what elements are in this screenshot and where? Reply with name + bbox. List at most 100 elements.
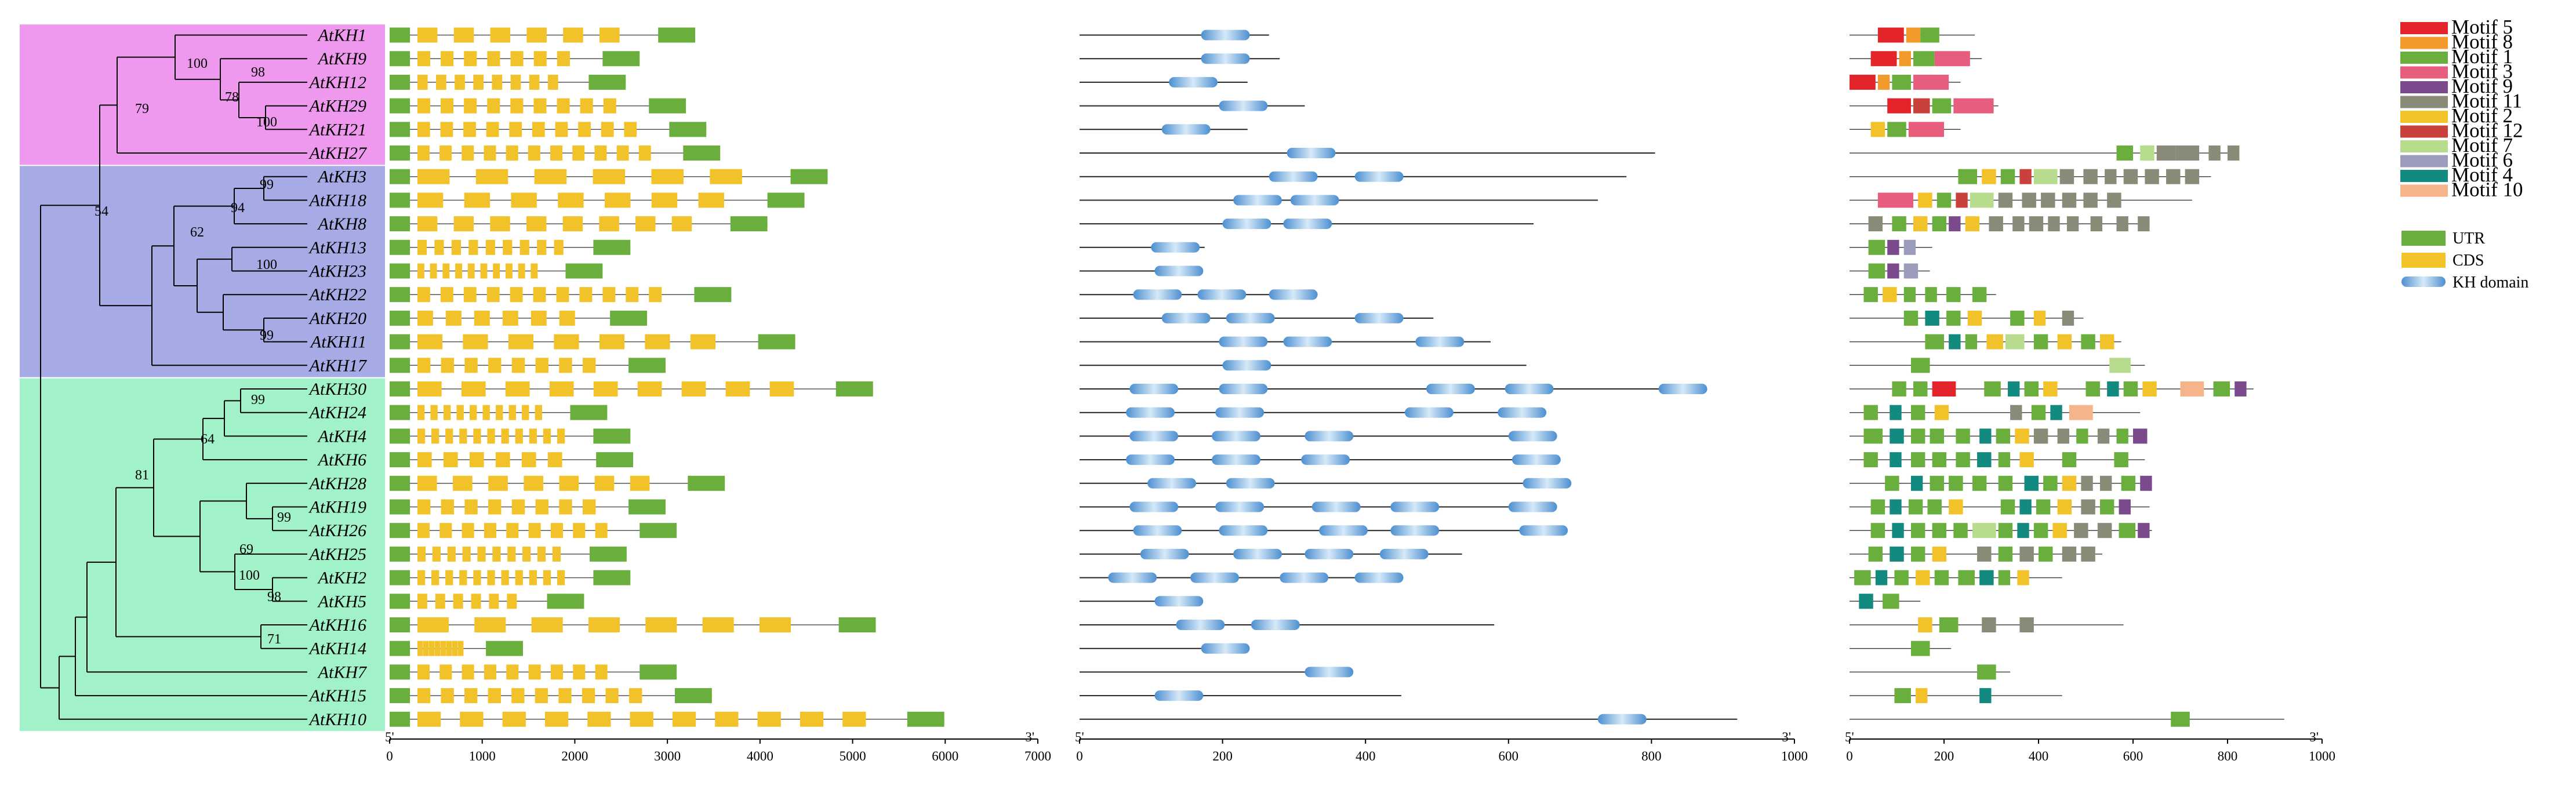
cds-exon (526, 216, 547, 232)
kh-domain (1140, 548, 1189, 559)
utr-5 (390, 310, 410, 326)
cds-exon (638, 145, 651, 161)
bootstrap-value: 69 (239, 542, 253, 557)
motif-m1 (2033, 523, 2048, 538)
cds-exon (474, 310, 490, 326)
kh-domain (1390, 525, 1440, 536)
motif-m1 (2031, 405, 2046, 420)
kh-domain (1283, 219, 1332, 230)
cds-exon (477, 546, 486, 562)
cds-exon (559, 358, 572, 373)
motif-m11 (2019, 617, 2034, 632)
cds-exon (441, 499, 455, 515)
motif-m1 (2081, 334, 2095, 350)
motif-m11 (2105, 169, 2117, 184)
motif-m1 (1946, 310, 1961, 326)
motif-m1 (1977, 664, 1996, 680)
motif-m1 (1972, 287, 1987, 303)
cds-exon (467, 263, 475, 279)
cds-exon (417, 617, 449, 632)
cds-exon (473, 74, 484, 90)
motif-m1 (1925, 334, 1944, 350)
gene-structure-tick-label: 0 (386, 749, 393, 763)
motif-m1 (1936, 192, 1952, 208)
cds-exon (432, 546, 441, 562)
cds-exon (469, 405, 477, 420)
motif-m1 (1913, 381, 1928, 396)
motif-m11 (2074, 523, 2088, 538)
cds-exon (469, 452, 484, 468)
utr-3 (835, 381, 873, 396)
kh-domain (1287, 148, 1336, 158)
motif-m9 (2140, 475, 2152, 491)
utr-3 (602, 51, 640, 67)
gene-label-AtKH25: AtKH25 (308, 545, 366, 564)
kh-domain (1215, 407, 1265, 418)
motif-m1 (2024, 381, 2039, 396)
bootstrap-value: 98 (251, 65, 265, 80)
motif-m11 (2123, 169, 2138, 184)
utr-3 (658, 27, 696, 43)
gene-structure-tick-label: 5000 (840, 749, 866, 763)
motif-m1 (1894, 570, 1909, 585)
cds-exon (637, 381, 662, 396)
kh-domain-panel: 0 200 400 600 800 1000 5' 3' (1075, 30, 1808, 763)
bootstrap-value: 100 (239, 568, 260, 583)
cds-exon (529, 570, 537, 585)
cds-exon (505, 263, 513, 279)
motif-m9 (1887, 263, 1899, 279)
cds-exon (487, 570, 495, 585)
motif-m1 (1910, 405, 1925, 420)
cds-exon (486, 122, 499, 137)
cds-exon (417, 310, 433, 326)
motif-m1 (1930, 428, 1944, 444)
motif-m11 (2081, 499, 2095, 515)
legend-swatch-m12 (2400, 125, 2448, 138)
utr-3 (486, 641, 523, 656)
cds-exon (461, 381, 486, 396)
legend-label-m1: Motif 1 (2451, 45, 2513, 68)
motif-m1 (1903, 287, 1916, 303)
motif-m9 (1887, 239, 1899, 255)
kh-domain (1311, 501, 1361, 512)
utr-3 (838, 617, 876, 632)
bootstrap-value: 100 (187, 56, 208, 71)
kh-domain (1301, 454, 1350, 465)
kh-domain (1305, 548, 1354, 559)
cds-exon (417, 74, 428, 90)
cds-exon (702, 617, 734, 632)
gene-label-AtKH1: AtKH1 (317, 26, 366, 45)
motif-m11 (2083, 169, 2098, 184)
motif-m1 (1868, 239, 1885, 255)
cds-exon (460, 711, 484, 727)
cds-exon (510, 287, 523, 303)
gene-label-AtKH27: AtKH27 (308, 144, 368, 163)
motif-m4 (2019, 499, 2032, 515)
motif-m1 (2033, 334, 2048, 350)
kh-domain (1508, 431, 1557, 442)
cds-exon (455, 263, 463, 279)
motif-m1 (2213, 381, 2230, 396)
cds-exon (510, 98, 524, 114)
motif-m7 (2109, 358, 2131, 373)
motif-m1 (1996, 428, 2011, 444)
cds-exon (515, 570, 523, 585)
motif-m1 (1998, 523, 2013, 538)
cds-exon (582, 688, 595, 704)
cds-exon (559, 475, 579, 491)
motif-m1 (1920, 27, 1939, 43)
cds-exon (537, 546, 546, 562)
cds-exon (587, 711, 611, 727)
motif-m4 (1859, 594, 1873, 609)
cds-exon (626, 287, 639, 303)
kh-domain (1226, 312, 1275, 323)
motif-m3 (1913, 74, 1949, 90)
motif-m1 (1903, 310, 1919, 326)
motif-m1 (2039, 546, 2053, 562)
motif-m1 (2000, 499, 2015, 515)
motif-m9 (2133, 428, 2148, 444)
cds-exon (532, 122, 545, 137)
motif-m1 (1998, 546, 2013, 562)
cds-exon (436, 74, 446, 90)
cds-exon (417, 641, 423, 656)
